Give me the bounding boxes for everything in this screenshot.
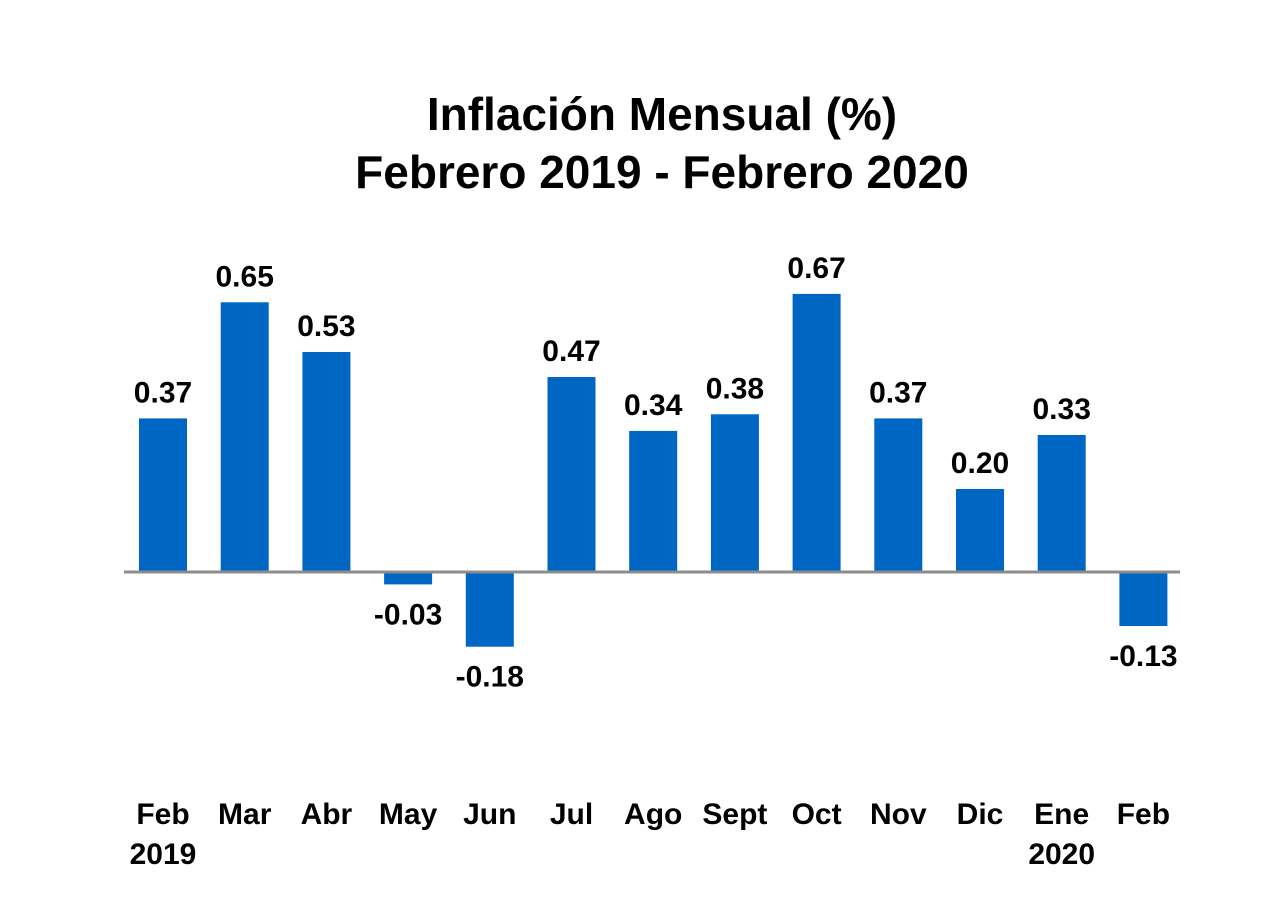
x-tick-label-8: Oct bbox=[792, 798, 842, 831]
bar-1 bbox=[220, 302, 269, 573]
x-tick-year-11: 2020 bbox=[1028, 838, 1095, 871]
data-label-0: 0.37 bbox=[134, 376, 192, 409]
x-tick-label-0: Feb bbox=[136, 798, 189, 831]
data-label-7: 0.38 bbox=[706, 372, 764, 405]
bar-series bbox=[139, 293, 1168, 647]
data-label-5: 0.47 bbox=[542, 335, 600, 368]
bar-2 bbox=[302, 352, 351, 572]
x-tick-label-5: Jul bbox=[550, 798, 593, 831]
x-tick-label-12: Feb bbox=[1117, 798, 1170, 831]
bar-3 bbox=[384, 572, 433, 585]
bar-12 bbox=[1119, 572, 1168, 626]
x-tick-label-6: Ago bbox=[624, 798, 682, 831]
bar-9 bbox=[874, 418, 923, 572]
x-tick-label-1: Mar bbox=[218, 798, 272, 831]
bar-8 bbox=[792, 293, 841, 572]
data-label-12: -0.13 bbox=[1109, 640, 1177, 673]
data-label-3: -0.03 bbox=[374, 599, 442, 632]
chart-subtitle: Febrero 2019 - Febrero 2020 bbox=[355, 146, 969, 198]
data-label-1: 0.65 bbox=[216, 260, 274, 293]
data-label-2: 0.53 bbox=[297, 310, 355, 343]
x-tick-label-7: Sept bbox=[702, 798, 767, 831]
x-tick-label-4: Jun bbox=[463, 798, 516, 831]
data-label-8: 0.67 bbox=[787, 252, 845, 285]
data-label-9: 0.37 bbox=[869, 376, 927, 409]
data-label-4: -0.18 bbox=[456, 661, 524, 694]
data-label-10: 0.20 bbox=[951, 447, 1009, 480]
data-labels: 0.37 0.65 0.53 -0.03 -0.18 0.47 0.34 0.38 0.67 0.… bbox=[134, 252, 1178, 694]
x-tick-label-9: Nov bbox=[870, 798, 927, 831]
x-tick-year-0: 2019 bbox=[130, 838, 197, 871]
bar-0 bbox=[139, 418, 187, 572]
x-tick-label-11: Ene bbox=[1034, 798, 1089, 831]
bar-6 bbox=[629, 430, 678, 572]
bar-7 bbox=[710, 414, 759, 572]
chart-title: Inflación Mensual (%) bbox=[427, 88, 897, 140]
bar-10 bbox=[956, 489, 1004, 572]
data-label-6: 0.34 bbox=[624, 389, 683, 422]
x-tick-label-2: Abr bbox=[301, 798, 353, 831]
bar-11 bbox=[1037, 435, 1086, 572]
bar-4 bbox=[465, 572, 514, 647]
data-label-11: 0.33 bbox=[1033, 393, 1091, 426]
bar-5 bbox=[547, 377, 596, 572]
x-tick-label-10: Dic bbox=[957, 798, 1004, 831]
x-axis-tick-labels: Feb 2019 Mar Abr May Jun Jul Ago Sept Oct Nov Dic En… bbox=[130, 798, 1170, 871]
x-tick-label-3: May bbox=[379, 798, 438, 831]
